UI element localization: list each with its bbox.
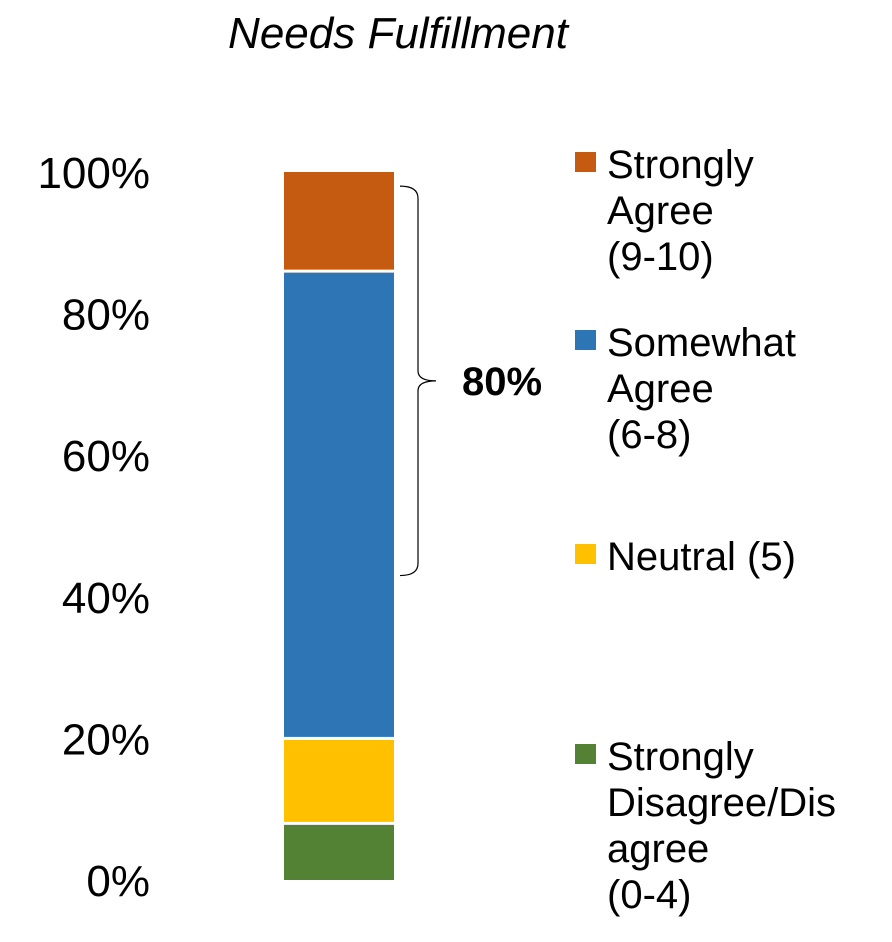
- bar-segment-1: [284, 824, 394, 880]
- legend-label: agree: [607, 827, 709, 871]
- y-tick-label: 80%: [62, 291, 150, 340]
- legend-label: Agree: [607, 189, 714, 233]
- y-tick-label: 60%: [62, 432, 150, 481]
- legend-swatch: [575, 744, 596, 764]
- y-tick-label: 40%: [62, 574, 150, 623]
- bracket-label: 80%: [462, 360, 542, 404]
- y-tick-label: 0%: [86, 857, 150, 906]
- bracket-line: [399, 185, 437, 577]
- legend-label: (0-4): [607, 873, 691, 917]
- bracket-annotation: 80%: [399, 185, 542, 577]
- legend-swatch: [575, 330, 596, 350]
- legend-label: Somewhat: [607, 321, 796, 365]
- legend-swatch: [575, 152, 596, 172]
- legend-swatch: [575, 544, 596, 564]
- legend-label: Neutral (5): [607, 535, 796, 579]
- legend-label: (6-8): [607, 413, 691, 457]
- legend-label: Strongly: [607, 735, 754, 779]
- y-axis: 0% 20% 40% 60% 80% 100%: [37, 149, 150, 906]
- legend-label: Disagree/Dis: [607, 781, 836, 825]
- bar-segment-4: [284, 172, 394, 270]
- chart-title: Needs Fulfillment: [228, 9, 570, 58]
- y-tick-label: 100%: [37, 149, 150, 198]
- bar-segment-2: [284, 739, 394, 822]
- legend-label: Strongly: [607, 143, 754, 187]
- bar-stack: [284, 172, 394, 880]
- legend-label: (9-10): [607, 235, 714, 279]
- y-tick-label: 20%: [62, 715, 150, 764]
- bar-segment-3: [284, 272, 394, 737]
- legend-label: Agree: [607, 367, 714, 411]
